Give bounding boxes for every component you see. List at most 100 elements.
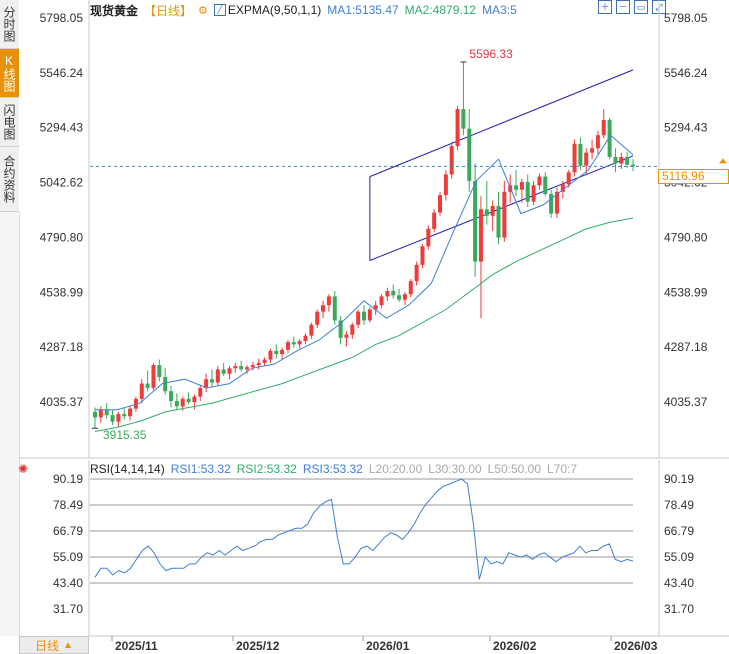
candle-body	[607, 119, 612, 157]
candle-body	[455, 109, 460, 147]
candle-body	[625, 156, 630, 165]
tab-kline-chart[interactable]: K线图	[0, 49, 19, 98]
rsi-l50: L50:50.00	[487, 462, 542, 476]
x-axis-label: 2026/02	[493, 639, 537, 653]
candle-body	[578, 143, 583, 166]
candle-body	[285, 342, 290, 350]
tab-contract-info[interactable]: 合约资料	[0, 147, 19, 212]
candle-body	[180, 398, 185, 407]
x-axis-label: 2026/03	[614, 639, 658, 653]
candle-body	[432, 212, 437, 229]
candle-body	[367, 309, 372, 321]
tab-minute-chart[interactable]: 分时图	[0, 0, 19, 49]
candle-body	[344, 334, 349, 338]
candle-body	[595, 135, 600, 149]
tab-flash-chart[interactable]: 闪电图	[0, 98, 19, 147]
candle-body	[397, 295, 402, 300]
candle-body	[426, 228, 431, 247]
candle-body	[157, 365, 162, 378]
price-chart[interactable]: 5798.05 5798.05 5546.24 5546.24 5294.43 5294.…	[0, 0, 729, 460]
rsi-axis-label-left: 90.19	[53, 472, 83, 486]
rsi-axis-label-left: 55.09	[53, 550, 83, 564]
candle-body	[280, 349, 285, 355]
candle-body	[268, 350, 273, 360]
rsi-header: ✺ RSI(14,14,14) RSI1:53.32 RSI2:53.32 RS…	[18, 461, 577, 477]
candle-body	[274, 350, 279, 355]
candle-body	[449, 146, 454, 175]
candle-body	[186, 398, 191, 403]
candle-body	[549, 194, 554, 214]
candle-body	[379, 296, 384, 306]
candle-body	[139, 383, 144, 399]
chart-header: 现货黄金 【日线】 ⚙ ╱ EXPMA(9,50,1,1) MA1:5135.4…	[90, 2, 517, 18]
rsi-settings-icon[interactable]: ✺	[18, 462, 29, 476]
line-chart-icon[interactable]: ╱	[213, 4, 226, 16]
candle-body	[309, 324, 314, 336]
price-axis-label-right: 5546.24	[664, 66, 708, 80]
candle-body	[601, 119, 606, 136]
candle-body	[420, 246, 425, 265]
candle-body	[122, 414, 127, 417]
price-axis-label-left: 5294.43	[40, 121, 84, 135]
candle-body	[204, 379, 209, 388]
restore-icon[interactable]: ▭	[634, 0, 648, 14]
candle-body	[572, 143, 577, 173]
candle-body	[209, 379, 214, 383]
candle-body	[496, 206, 501, 238]
candle-body	[133, 398, 138, 409]
candle-body	[566, 172, 571, 185]
candle-body	[408, 281, 413, 295]
candle-body	[321, 305, 326, 312]
high-price-label: 5596.33	[469, 47, 513, 61]
price-axis-label-right: 5798.05	[664, 11, 708, 25]
candle-body	[221, 369, 226, 374]
candle-body	[385, 290, 390, 297]
period-selector[interactable]: 日线 ▲	[19, 636, 89, 654]
price-axis-label-left: 4790.80	[40, 230, 84, 244]
price-up-arrow-icon	[719, 158, 727, 164]
candle-body	[490, 206, 495, 216]
period-tag[interactable]: 【日线】	[144, 3, 193, 18]
rsi-axis-label-left: 78.49	[53, 498, 83, 512]
candle-body	[250, 365, 255, 368]
rsi1-value: RSI1:53.32	[170, 462, 231, 476]
candle-body	[297, 341, 302, 345]
candle-body	[104, 409, 109, 416]
candle-body	[373, 305, 378, 310]
candle-body	[525, 182, 530, 202]
candle-body	[350, 324, 355, 335]
price-axis-label-left: 4538.99	[40, 285, 84, 299]
rsi-l30: L30:30.00	[428, 462, 482, 476]
current-price-tag: 5116.96	[658, 169, 729, 184]
candle-body	[461, 109, 466, 129]
indicator-name[interactable]: EXPMA(9,50,1,1)	[227, 3, 322, 17]
candle-body	[169, 391, 174, 401]
candle-body	[245, 367, 250, 370]
rsi2-value: RSI2:53.32	[236, 462, 297, 476]
candle-body	[233, 366, 238, 369]
candle-body	[303, 335, 308, 342]
x-axis-label: 2025/11	[115, 639, 158, 653]
zoom-in-icon[interactable]: ＋	[598, 0, 612, 14]
zoom-out-icon[interactable]: －	[616, 0, 630, 14]
instrument-name: 现货黄金	[90, 3, 139, 18]
price-axis-label-right: 4538.99	[664, 285, 708, 299]
candle-body	[438, 195, 443, 213]
candle-body	[227, 368, 232, 374]
price-axis-label-right: 4287.18	[664, 340, 708, 354]
candle-body	[116, 414, 121, 422]
candle-body	[315, 311, 320, 325]
candle-body	[110, 415, 115, 422]
rsi-chart[interactable]: 90.19 90.19 78.49 78.49 66.79 66.79 55.09 55.09…	[0, 460, 729, 654]
candle-body	[291, 342, 296, 345]
rsi1-line	[94, 478, 634, 580]
gear-icon[interactable]: ⚙	[198, 4, 208, 17]
ma2-value: MA2:4879.12	[404, 3, 477, 17]
candle-body	[98, 409, 103, 418]
candle-body	[174, 400, 179, 407]
x-axis-label: 2026/01	[366, 639, 410, 653]
candle-body	[239, 366, 244, 370]
channel-line	[369, 155, 634, 261]
price-axis-label-right: 5294.43	[664, 121, 708, 135]
rsi-title[interactable]: RSI(14,14,14)	[90, 462, 165, 476]
